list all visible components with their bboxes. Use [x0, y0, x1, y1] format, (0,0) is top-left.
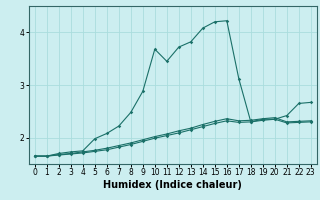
- X-axis label: Humidex (Indice chaleur): Humidex (Indice chaleur): [103, 180, 242, 190]
